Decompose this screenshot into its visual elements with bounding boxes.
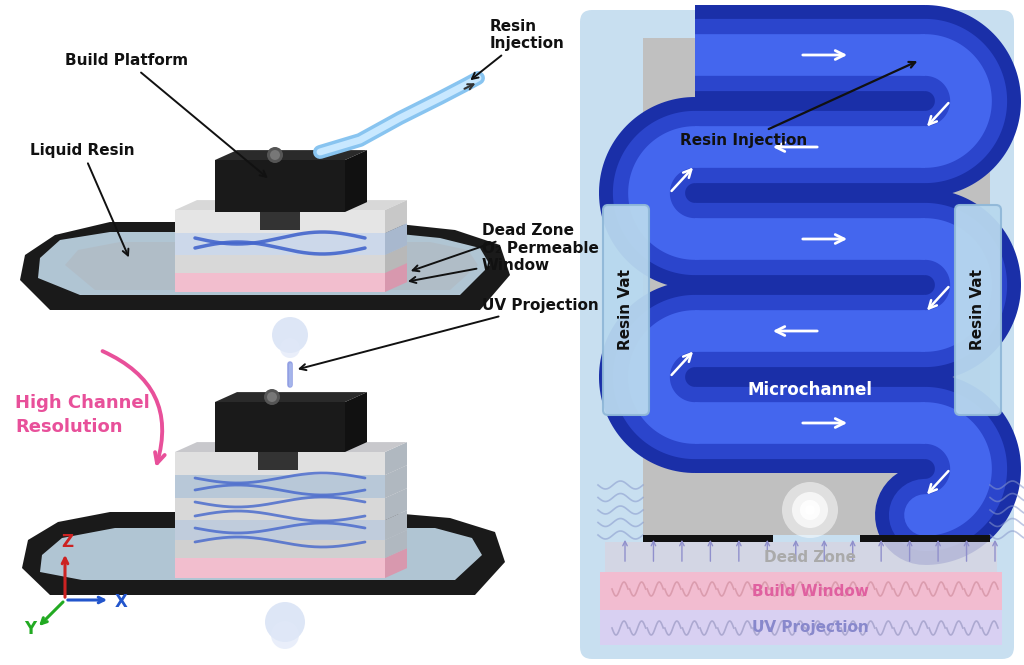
- Text: Resin
Injection: Resin Injection: [472, 19, 565, 79]
- Polygon shape: [22, 512, 505, 595]
- Polygon shape: [175, 510, 407, 520]
- Circle shape: [270, 150, 280, 160]
- Polygon shape: [385, 465, 407, 498]
- Polygon shape: [385, 262, 407, 292]
- Polygon shape: [175, 540, 385, 558]
- Circle shape: [800, 500, 820, 520]
- Polygon shape: [175, 210, 385, 233]
- Polygon shape: [175, 233, 385, 255]
- Polygon shape: [175, 488, 407, 498]
- Polygon shape: [215, 150, 367, 160]
- Text: Dead Zone: Dead Zone: [413, 223, 574, 271]
- Polygon shape: [385, 488, 407, 520]
- Text: Resin Injection: Resin Injection: [680, 62, 915, 148]
- Text: UV Projection: UV Projection: [752, 620, 868, 635]
- Circle shape: [267, 147, 283, 163]
- Circle shape: [265, 602, 305, 642]
- Polygon shape: [175, 475, 385, 498]
- Circle shape: [272, 317, 308, 353]
- Polygon shape: [175, 245, 407, 255]
- Text: Resin Vat: Resin Vat: [618, 269, 634, 350]
- Circle shape: [267, 392, 278, 402]
- Polygon shape: [175, 272, 385, 292]
- Polygon shape: [385, 245, 407, 273]
- Circle shape: [280, 338, 300, 358]
- Circle shape: [805, 505, 815, 515]
- Polygon shape: [215, 160, 345, 212]
- Polygon shape: [175, 442, 407, 452]
- Polygon shape: [20, 222, 510, 310]
- Polygon shape: [385, 510, 407, 540]
- Bar: [600, 572, 1002, 610]
- Text: Build Window: Build Window: [752, 583, 868, 598]
- Polygon shape: [175, 200, 407, 210]
- Bar: [860, 535, 990, 542]
- Polygon shape: [175, 530, 407, 540]
- Text: X: X: [115, 593, 128, 611]
- Bar: [643, 38, 990, 535]
- Circle shape: [792, 492, 828, 528]
- Polygon shape: [258, 452, 298, 470]
- Polygon shape: [175, 255, 385, 273]
- Bar: [600, 610, 1002, 645]
- Polygon shape: [385, 200, 407, 233]
- FancyBboxPatch shape: [955, 205, 1001, 415]
- Polygon shape: [175, 262, 407, 272]
- FancyBboxPatch shape: [603, 205, 649, 415]
- Polygon shape: [175, 548, 407, 558]
- Polygon shape: [385, 442, 407, 475]
- Polygon shape: [260, 212, 300, 230]
- Text: Resin Vat: Resin Vat: [971, 269, 985, 350]
- Text: Build Platform: Build Platform: [65, 53, 266, 177]
- Text: Y: Y: [24, 620, 36, 638]
- Polygon shape: [345, 392, 367, 452]
- Text: Liquid Resin: Liquid Resin: [30, 143, 134, 255]
- Polygon shape: [175, 223, 407, 233]
- Polygon shape: [385, 223, 407, 255]
- Polygon shape: [40, 528, 482, 580]
- Polygon shape: [345, 150, 367, 212]
- Circle shape: [782, 482, 838, 538]
- Text: High Channel
Resolution: High Channel Resolution: [15, 394, 150, 436]
- Polygon shape: [385, 530, 407, 558]
- Text: O₂ Permeable
Window: O₂ Permeable Window: [410, 241, 599, 283]
- Polygon shape: [215, 402, 345, 452]
- Polygon shape: [175, 520, 385, 540]
- Text: UV Projection: UV Projection: [300, 298, 599, 370]
- Polygon shape: [385, 548, 407, 578]
- FancyBboxPatch shape: [580, 10, 1014, 659]
- Polygon shape: [65, 242, 478, 290]
- Polygon shape: [215, 392, 367, 402]
- Circle shape: [271, 621, 299, 649]
- Polygon shape: [38, 232, 490, 295]
- Polygon shape: [175, 498, 385, 520]
- Bar: [605, 542, 997, 572]
- Text: Z: Z: [61, 533, 73, 551]
- Text: Dead Zone: Dead Zone: [764, 549, 856, 565]
- Polygon shape: [175, 452, 385, 475]
- Circle shape: [264, 389, 280, 405]
- Polygon shape: [175, 558, 385, 578]
- Bar: [643, 535, 773, 542]
- Polygon shape: [175, 465, 407, 475]
- Text: Microchannel: Microchannel: [748, 381, 872, 399]
